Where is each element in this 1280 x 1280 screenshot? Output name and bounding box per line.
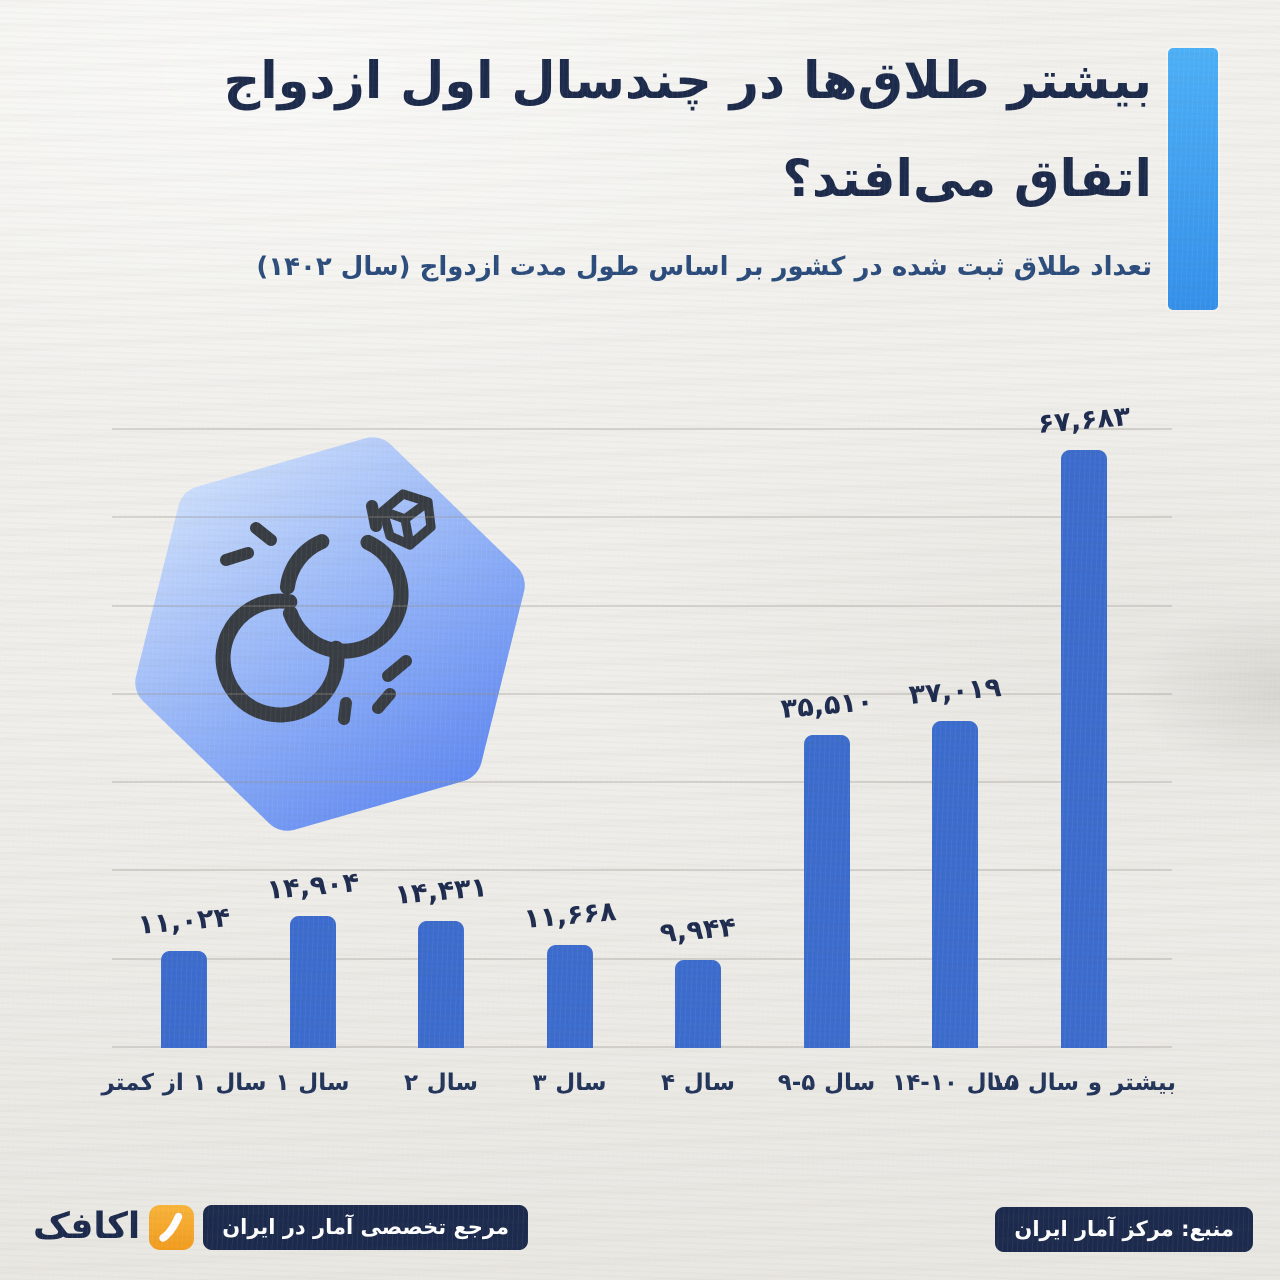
gridline: [112, 428, 1172, 430]
brand-logo-icon: [149, 1204, 195, 1250]
bar: [803, 734, 850, 1048]
gridline: [112, 781, 1172, 784]
page-title-line2: اتفاق می‌افتد؟: [782, 150, 1153, 209]
bar-axis-label: ۱ سال: [275, 1070, 350, 1096]
footer-source: منبع: مرکز آمار ایران: [995, 1207, 1253, 1252]
tagline-badge: مرجع تخصصی آمار در ایران: [203, 1204, 528, 1250]
bar: [675, 960, 721, 1048]
bar: [932, 721, 978, 1048]
bar-axis-label: ۹-۵ سال: [777, 1070, 876, 1096]
gridline: [112, 957, 1172, 960]
bar: [161, 950, 207, 1048]
page-subtitle: تعداد طلاق ثبت شده در کشور بر اساس طول م…: [256, 252, 1152, 282]
gridline: [112, 604, 1172, 607]
page-title-line1: بیشتر طلاق‌ها در چندسال اول ازدواج: [223, 52, 1153, 111]
bar-axis-label: ۲ سال: [404, 1070, 478, 1096]
bar: [1060, 450, 1107, 1048]
sparkle-lines: [220, 500, 412, 725]
brand-wordmark: اکافک: [33, 1206, 141, 1247]
bar-axis-label: کمتر از ۱ سال: [101, 1070, 267, 1096]
source-badge: منبع: مرکز آمار ایران: [995, 1207, 1253, 1252]
title-accent-bar: [1168, 48, 1218, 310]
brand-swoosh-icon: [159, 1212, 183, 1242]
bar-chart: ۱۱,۰۲۴ کمتر از ۱ سال ۱۴,۹۰۴ ۱ سال ۱۴,۴۳۱ ۲ سال ۱۱,۶…: [101, 401, 1176, 1096]
rings-glyph: [215, 489, 436, 725]
gridline: [112, 1046, 1172, 1048]
hexagon-rings-illustration: [128, 414, 534, 850]
bar: [546, 945, 593, 1048]
bar-axis-label: ۳ سال: [532, 1070, 607, 1096]
bar-axis-label: ۱۵ سال و بیشتر: [991, 1070, 1176, 1096]
bar-axis-label: ۱۴-۱۰ سال: [892, 1070, 1018, 1096]
bar: [418, 920, 464, 1048]
bar-value-label: ۶۷,۶۸۳: [1035, 401, 1132, 441]
footer-brand: اکافک مرجع تخصصی آمار در ایران: [33, 1203, 528, 1251]
bar: [289, 916, 336, 1048]
gridline: [112, 692, 1172, 695]
bar-axis-label: ۴ سال: [661, 1070, 735, 1096]
bar-value-label: ۳۷,۰۱۹: [907, 672, 1003, 712]
gridline: [112, 869, 1172, 872]
header: بیشتر طلاق‌ها در چندسال اول ازدواج اتفاق…: [192, 44, 1153, 284]
gridline: [112, 516, 1172, 519]
broken-wedding-rings-icon: [135, 437, 525, 831]
diamond-glyph: [378, 489, 436, 550]
